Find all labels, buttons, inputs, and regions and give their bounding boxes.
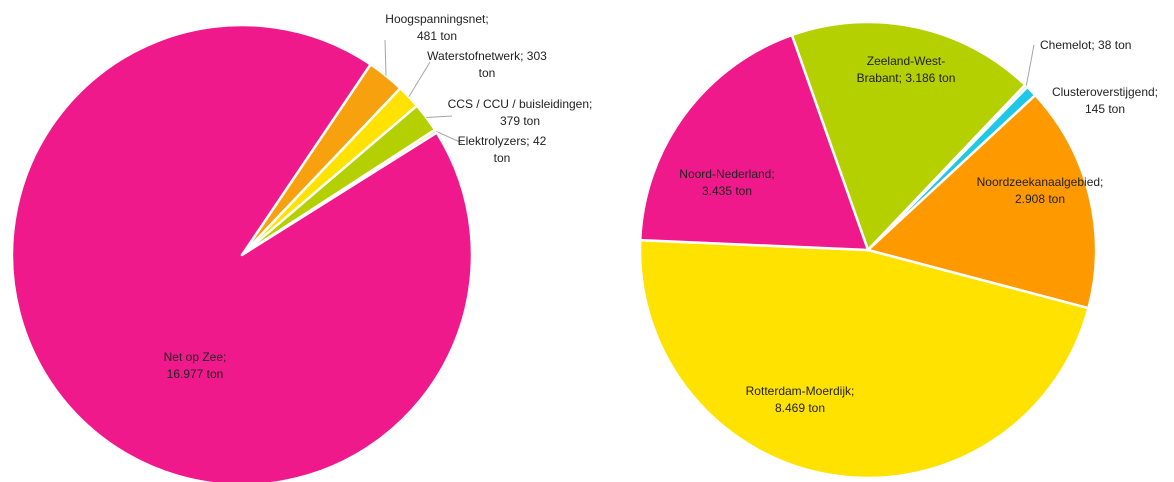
slice-value: 481 ton	[416, 29, 458, 43]
slice-label: Noordzeekanaalgebied; 2.908 ton	[973, 174, 1108, 208]
slice-category: Noord-Nederland;	[679, 167, 775, 181]
slice-category: CCS / CCU / buisleidingen;	[447, 97, 593, 111]
slice-label: CCS / CCU / buisleidingen; 379 ton	[448, 96, 593, 130]
pie-slice	[790, 20, 1027, 252]
slice-label: Chemelot; 38 ton	[1040, 37, 1131, 54]
slice-value: 2.908 ton	[1014, 192, 1066, 206]
slice-category: Elektrolyzers;	[457, 134, 530, 148]
pie-slice	[638, 238, 1090, 480]
slice-value: 145 ton	[1084, 102, 1126, 116]
leader-line	[408, 61, 431, 98]
slice-value: 3.435 ton	[701, 184, 753, 198]
slice-label: Zeeland-West-Brabant; 3.186 ton	[850, 53, 962, 87]
slice-value: 379 ton	[499, 114, 541, 128]
slice-value: 16.977 ton	[166, 367, 224, 381]
leader-line	[384, 39, 387, 76]
slice-category: Rotterdam-Moerdijk;	[745, 384, 855, 398]
slice-category: Chemelot;	[1040, 38, 1095, 52]
pie-slice	[638, 33, 870, 252]
slice-label: Noord-Nederland; 3.435 ton	[672, 166, 782, 200]
slice-value: 3.186 ton	[905, 71, 956, 85]
slice-value: 42 ton	[493, 134, 547, 165]
slice-value: 38 ton	[1098, 38, 1132, 52]
slice-value: 303 ton	[478, 49, 547, 80]
slice-category: Hoogspanningsnet;	[385, 12, 489, 26]
pie-slice	[10, 23, 474, 482]
slice-category: Clusteroverstijgend;	[1051, 85, 1159, 99]
leader-line	[1025, 44, 1035, 86]
leader-line	[435, 130, 463, 144]
slice-label: Hoogspanningsnet; 481 ton	[377, 11, 497, 45]
slice-category: Waterstofnetwerk;	[427, 49, 524, 63]
leader-line	[426, 115, 453, 118]
slice-category: Net op Zee;	[163, 350, 227, 364]
slice-value: 8.469 ton	[774, 401, 826, 415]
slice-category: Noordzeekanaalgebied;	[976, 175, 1104, 189]
slice-category: Zeeland-West-Brabant;	[856, 54, 946, 85]
slice-label: Waterstofnetwerk; 303 ton	[427, 48, 547, 82]
slice-label: Elektrolyzers; 42 ton	[452, 133, 552, 167]
slice-label: Rotterdam-Moerdijk; 8.469 ton	[735, 383, 865, 417]
slice-label: Net op Zee; 16.977 ton	[150, 349, 240, 383]
slice-label: Clusteroverstijgend; 145 ton	[1043, 84, 1168, 118]
pie-slice	[866, 93, 1098, 310]
